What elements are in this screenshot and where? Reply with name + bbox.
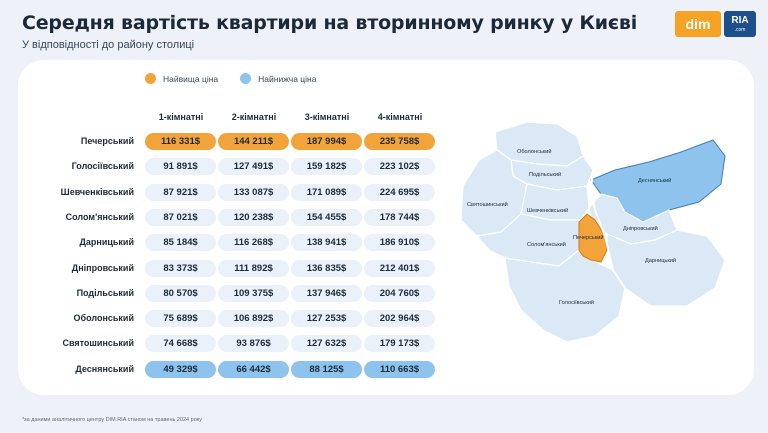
price-cell: 133 087$	[218, 183, 289, 201]
blue-dot-icon	[240, 73, 252, 84]
district-label: Дніпровський	[71, 262, 134, 273]
price-cell: 179 173$	[364, 335, 435, 353]
price-cell: 83 373$	[145, 259, 216, 277]
price-cell: 223 102$	[364, 158, 435, 176]
legend-item-low: Найнижча ціна	[240, 73, 316, 84]
price-cell: 187 994$	[291, 133, 362, 150]
price-cell: 80 570$	[145, 284, 216, 302]
ria-logo-text: RIA	[731, 14, 749, 26]
price-cell: 109 375$	[218, 284, 289, 302]
legend: Найвища ціна Найнижча ціна	[145, 73, 316, 84]
price-cell: 154 455$	[291, 208, 362, 226]
ria-logo-domain: .com	[734, 26, 746, 33]
price-cell: 204 760$	[364, 284, 435, 302]
column-header: 1-кімнатні	[158, 112, 204, 122]
price-cell: 75 689$	[145, 310, 216, 328]
brand-logo[interactable]: dim RIA .com	[675, 11, 756, 37]
price-cell: 186 910$	[364, 234, 435, 252]
map-district-shevchenkivskyi[interactable]	[520, 183, 590, 221]
district-label: Голосіївський	[71, 161, 134, 172]
price-cell: 171 089$	[291, 183, 362, 201]
map-label-obolonskyi: Оболонський	[517, 148, 551, 155]
price-cell: 116 331$	[145, 133, 216, 150]
price-cell: 235 758$	[364, 133, 435, 150]
price-cell: 127 632$	[291, 335, 362, 353]
price-cell: 136 835$	[291, 259, 362, 277]
price-cell: 85 184$	[145, 234, 216, 252]
district-label: Печерський	[80, 136, 134, 146]
page-subtitle: У відповідності до району столиці	[22, 39, 195, 51]
legend-label-high: Найвища ціна	[163, 73, 219, 84]
column-header: 3-кімнатні	[304, 112, 350, 122]
map-district-darnytskyi[interactable]	[606, 229, 726, 307]
district-label: Шевченківський	[60, 186, 134, 197]
column-header: 2-кімнатні	[231, 112, 277, 122]
dim-logo: dim	[675, 11, 721, 37]
map-label-desnianskyi: Деснянський	[638, 177, 671, 184]
price-cell: 224 695$	[364, 183, 435, 201]
map-label-pecherskyi: Печерський	[573, 234, 604, 241]
price-cell: 93 876$	[218, 335, 289, 353]
price-cell: 49 329$	[145, 360, 216, 378]
district-label: Деснянський	[75, 363, 134, 374]
price-cell: 212 401$	[364, 259, 435, 277]
footnote: *за даними аналітичного центру DIM.RIA с…	[22, 417, 202, 423]
price-cell: 120 238$	[218, 208, 289, 226]
column-header: 4-кімнатні	[377, 112, 423, 122]
price-cell: 159 182$	[291, 158, 362, 176]
legend-label-low: Найнижча ціна	[258, 73, 317, 84]
page-title: Середня вартість квартири на вторинному …	[22, 12, 638, 34]
map-district-holosiivskyi[interactable]	[504, 249, 626, 343]
price-cell: 66 442$	[218, 360, 289, 378]
price-cell: 178 744$	[364, 208, 435, 226]
price-cell: 127 491$	[218, 158, 289, 176]
price-cell: 144 211$	[218, 133, 289, 150]
price-cell: 202 964$	[364, 310, 435, 328]
map-label-shevchenkivskyi: Шевченківський	[527, 207, 568, 214]
price-cell: 106 892$	[218, 310, 289, 328]
price-cell: 88 125$	[291, 360, 362, 378]
map-label-dniprovskyi: Дніпровський	[623, 225, 658, 232]
map-label-solomianskyi: Солом'янський	[527, 241, 566, 248]
price-cell: 116 268$	[218, 234, 289, 252]
district-label: Солом'янський	[65, 211, 134, 222]
price-cell: 91 891$	[145, 158, 216, 176]
district-label: Дарницький	[79, 237, 134, 248]
price-cell: 87 021$	[145, 208, 216, 226]
price-cell: 87 921$	[145, 183, 216, 201]
price-cell: 111 892$	[218, 259, 289, 277]
district-label: Оболонський	[73, 313, 134, 324]
map-label-sviatoshynskyi: Святошинський	[467, 201, 508, 208]
kyiv-districts-map: Оболонський Подільський Деснянський Свят…	[460, 121, 726, 351]
map-label-darnytskyi: Дарницький	[645, 257, 676, 264]
ria-logo: RIA .com	[724, 11, 756, 37]
price-cell: 127 253$	[291, 310, 362, 328]
orange-dot-icon	[145, 73, 156, 84]
map-label-holosiivskyi: Голосіївський	[559, 299, 594, 306]
dnipro-river	[589, 153, 642, 351]
district-label: Святошинський	[62, 338, 134, 349]
district-label: Подільський	[76, 287, 134, 298]
map-district-pecherskyi[interactable]	[578, 213, 608, 263]
map-label-podilskyi: Подільський	[529, 171, 561, 178]
price-cell: 74 668$	[145, 335, 216, 353]
price-cell: 138 941$	[291, 234, 362, 252]
price-cell: 137 946$	[291, 284, 362, 302]
price-cell: 110 663$	[364, 360, 435, 378]
legend-item-high: Найвища ціна	[145, 73, 218, 84]
